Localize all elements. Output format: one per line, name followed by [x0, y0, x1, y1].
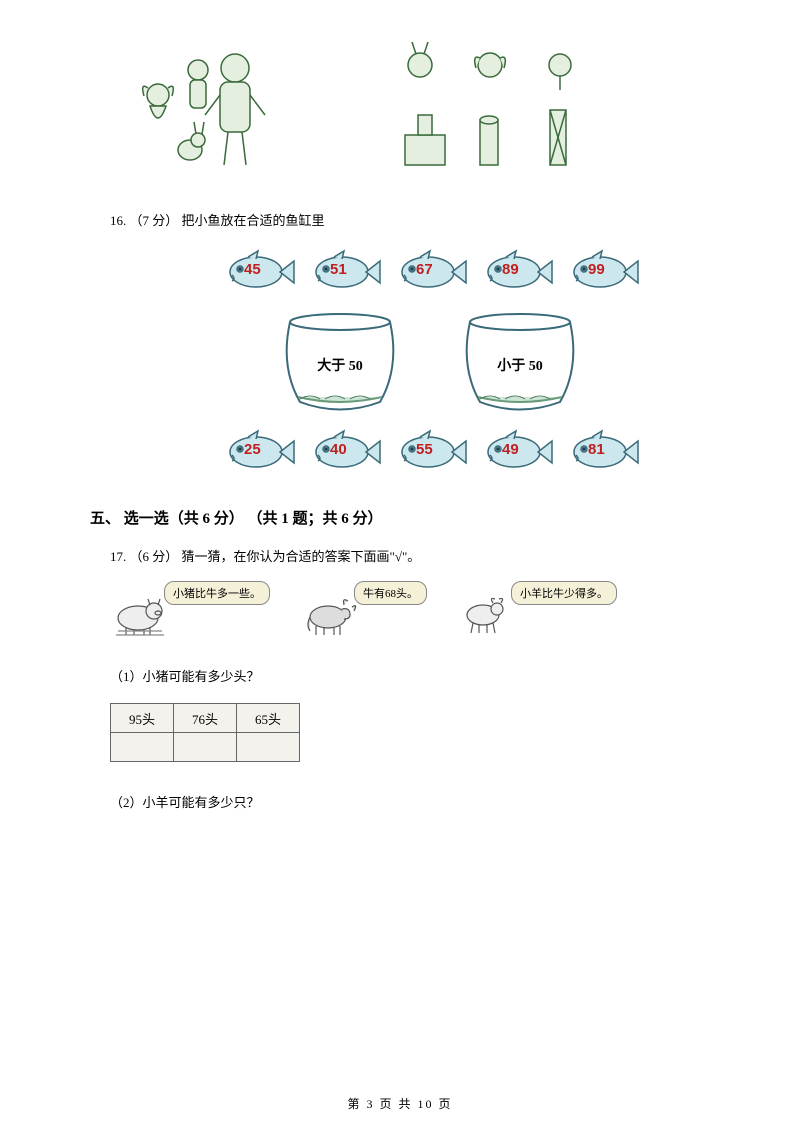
option-cell: 95头 — [111, 704, 174, 733]
fish-number: 89 — [502, 261, 519, 278]
fish-row-bottom: 25 40 55 49 81 — [150, 427, 710, 477]
fish-item: 67 — [390, 247, 470, 297]
bowl-greater-50: 大于 50 — [270, 307, 410, 417]
top-illustrations — [120, 40, 710, 180]
fish-number: 49 — [502, 441, 519, 458]
question-17-text: 17. （6 分） 猜一猜，在你认为合适的答案下面画"√"。 — [110, 546, 710, 565]
table-row — [111, 733, 300, 762]
q17-number: 17. — [110, 549, 126, 564]
section-5-title: 五、 选一选（共 6 分） （共 1 题；共 6 分） — [90, 507, 710, 528]
fish-diagram: 45 51 67 89 99 大于 50 小于 50 25 40 55 49 8… — [150, 247, 710, 477]
bowl-row: 大于 50 小于 50 — [150, 307, 710, 417]
fish-item: 40 — [304, 427, 384, 477]
fish-item: 49 — [476, 427, 556, 477]
fish-number: 51 — [330, 261, 347, 278]
page: 16. （7 分） 把小鱼放在合适的鱼缸里 45 51 67 89 99 大于 … — [0, 0, 800, 1132]
fish-row-top: 45 51 67 89 99 — [150, 247, 710, 297]
option-cell: 65头 — [237, 704, 300, 733]
option-cell: 76头 — [174, 704, 237, 733]
bowl-less-50: 小于 50 — [450, 307, 590, 417]
speech-cow: 牛有68头。 — [354, 581, 427, 605]
fish-number: 67 — [416, 261, 433, 278]
q16-prompt: 把小鱼放在合适的鱼缸里 — [182, 213, 325, 228]
fish-number: 25 — [244, 441, 261, 458]
fish-number: 81 — [588, 441, 605, 458]
fish-number: 99 — [588, 261, 605, 278]
fish-item: 89 — [476, 247, 556, 297]
answer-cell[interactable] — [174, 733, 237, 762]
q16-number: 16. — [110, 213, 126, 228]
illustration-characters-podiums — [380, 40, 600, 180]
illustration-family — [120, 40, 300, 180]
q17-sub1: （1）小猪可能有多少头？ — [110, 666, 710, 685]
fish-item: 55 — [390, 427, 470, 477]
fish-item: 81 — [562, 427, 642, 477]
page-footer: 第 3 页 共 10 页 — [90, 1095, 710, 1112]
fish-item: 99 — [562, 247, 642, 297]
fish-item: 25 — [218, 427, 298, 477]
bowl-label: 大于 50 — [270, 355, 410, 375]
answer-table-pigs: 95头 76头 65头 — [110, 703, 300, 762]
bowl-label: 小于 50 — [450, 355, 590, 375]
animal-sheep: 小羊比牛少得多。 — [457, 583, 617, 638]
q17-prompt: 猜一猜，在你认为合适的答案下面画"√"。 — [182, 549, 421, 564]
fish-number: 40 — [330, 441, 347, 458]
fish-item: 45 — [218, 247, 298, 297]
animal-cow: 牛有68头。 — [300, 583, 427, 638]
q17-sub2: （2）小羊可能有多少只？ — [110, 792, 710, 811]
animal-pig: 小猪比牛多一些。 — [110, 583, 270, 638]
animal-row: 小猪比牛多一些。 牛有68头。 小羊比牛少得多。 — [110, 583, 710, 638]
q16-points: （7 分） — [130, 213, 179, 228]
answer-cell[interactable] — [237, 733, 300, 762]
fish-number: 55 — [416, 441, 433, 458]
table-row: 95头 76头 65头 — [111, 704, 300, 733]
q17-points: （6 分） — [130, 549, 179, 564]
speech-pig: 小猪比牛多一些。 — [164, 581, 270, 605]
answer-cell[interactable] — [111, 733, 174, 762]
question-16-text: 16. （7 分） 把小鱼放在合适的鱼缸里 — [110, 210, 710, 229]
fish-number: 45 — [244, 261, 261, 278]
speech-sheep: 小羊比牛少得多。 — [511, 581, 617, 605]
fish-item: 51 — [304, 247, 384, 297]
